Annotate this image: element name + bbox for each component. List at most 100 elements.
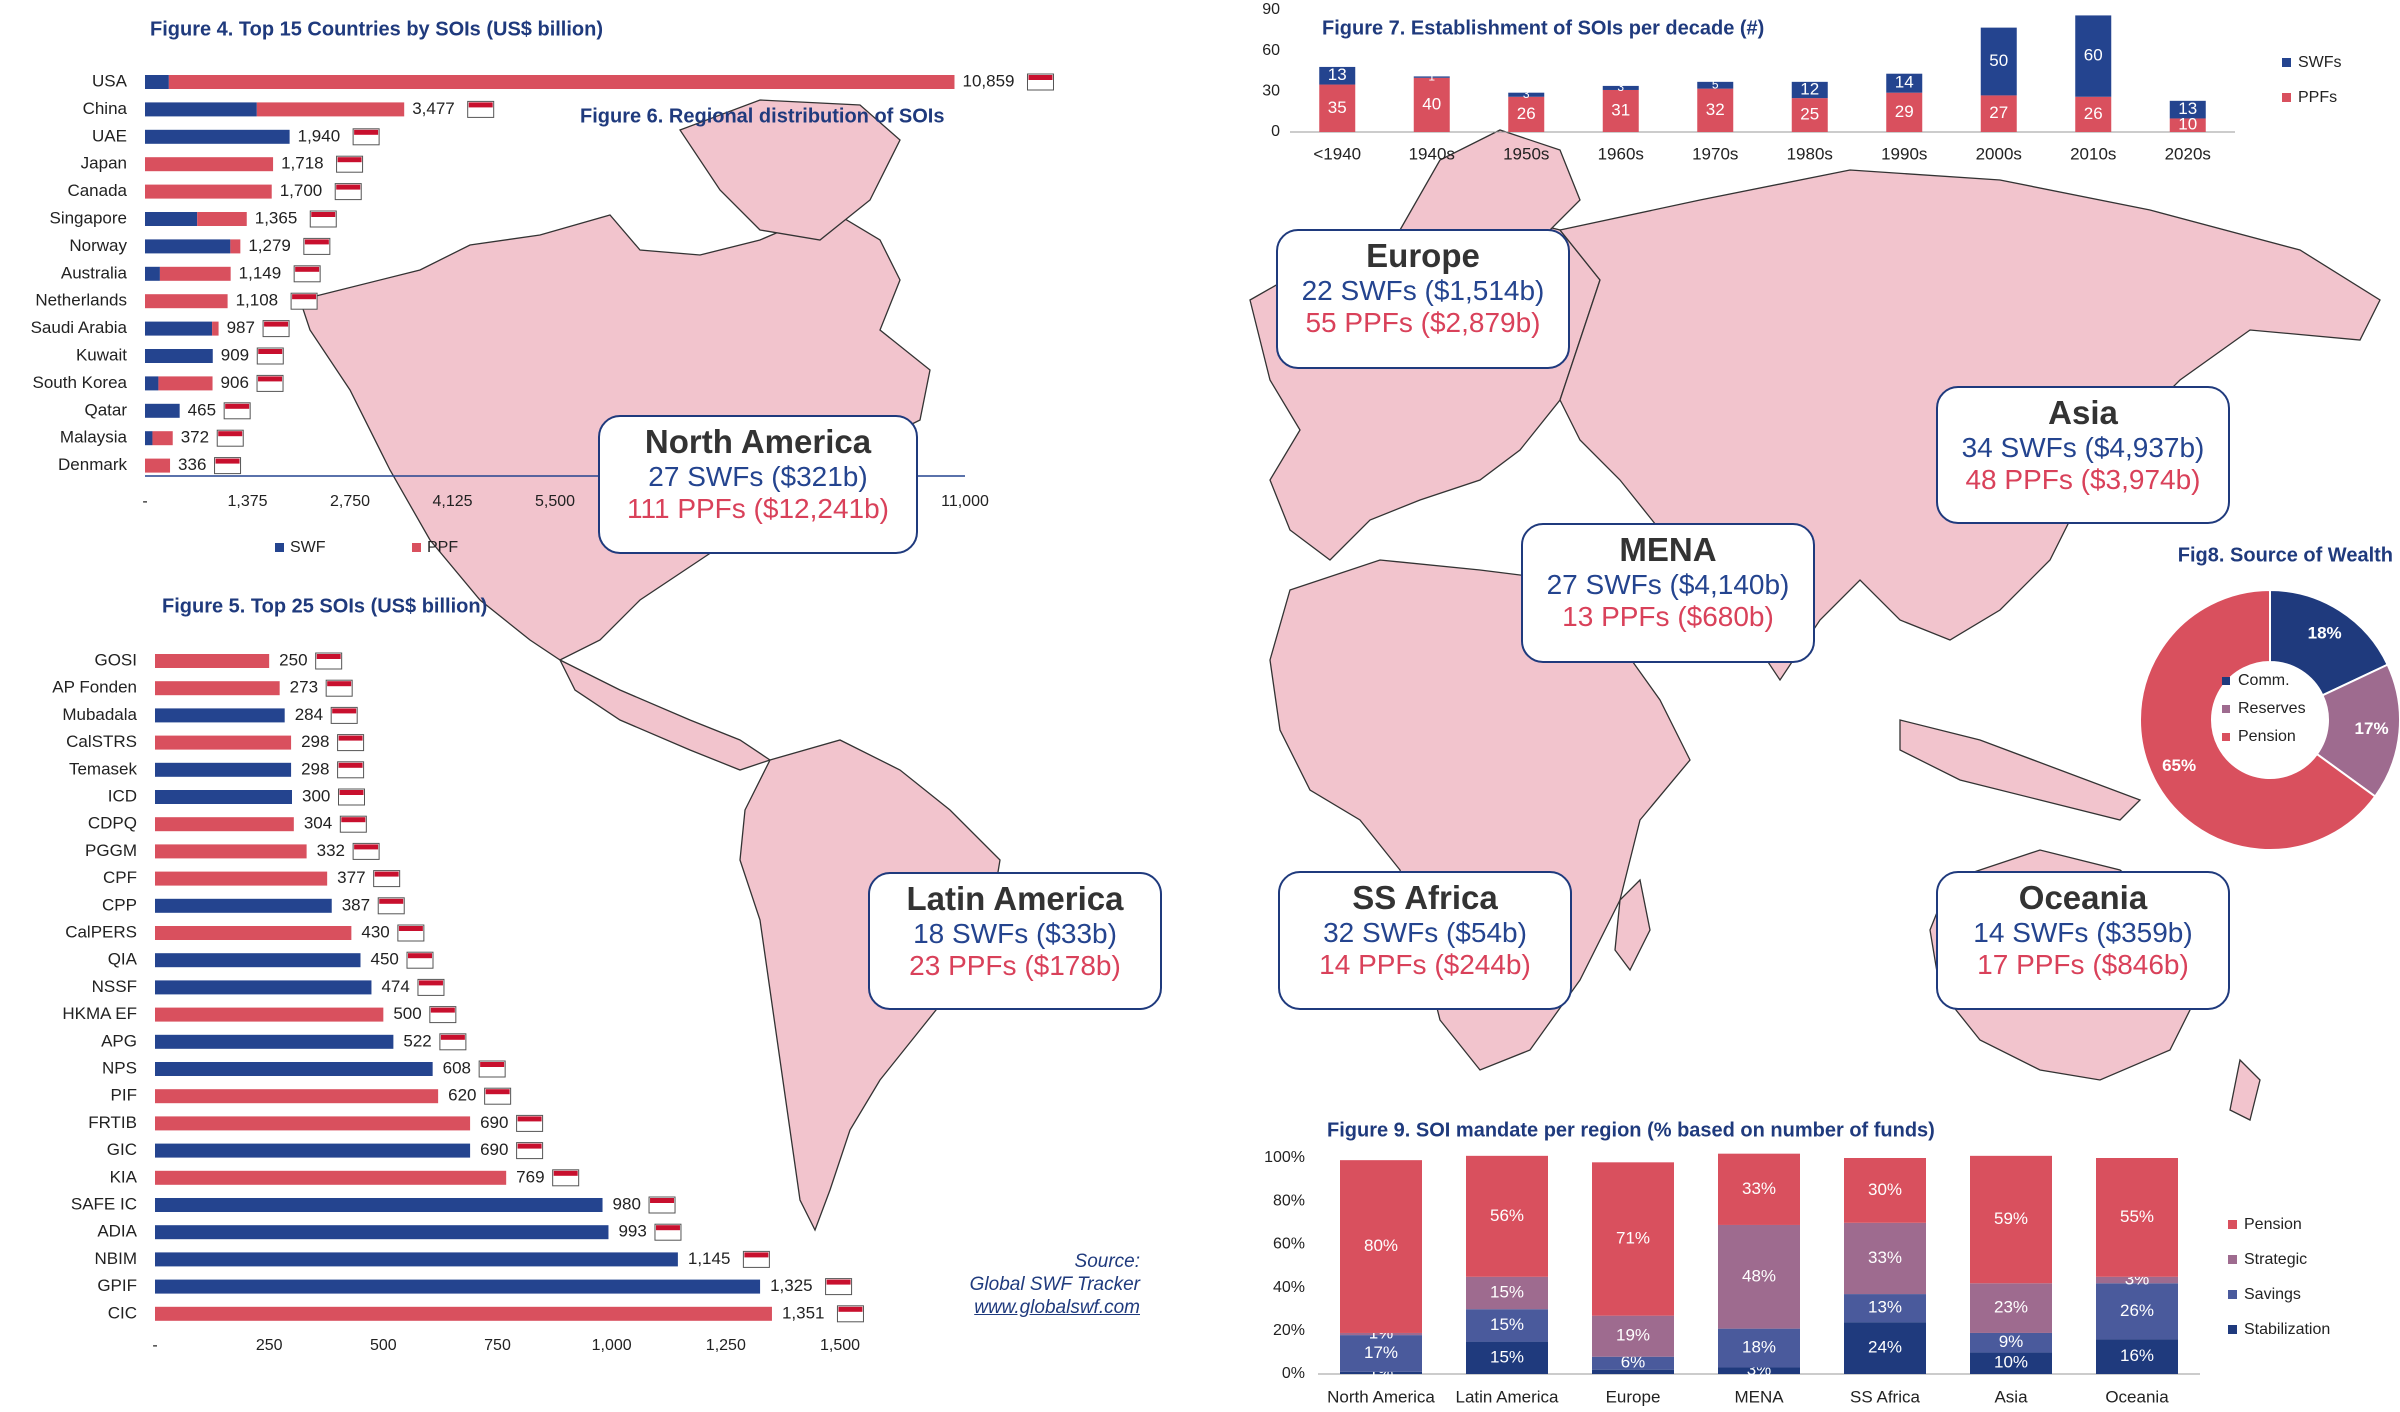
data-label: 14: [1895, 73, 1914, 92]
new-zealand-landmass: [2229, 1058, 2261, 1121]
bar-segment: [1718, 1328, 1800, 1368]
y-tick-label: 80%: [1273, 1192, 1305, 1209]
region-swfs: 22 SWFs ($1,514b): [1301, 275, 1545, 306]
bar: [145, 294, 228, 309]
x-tick-label: 1,500: [820, 1337, 860, 1354]
bar-ppf: [1697, 88, 1734, 132]
data-label: 23%: [1994, 1298, 2028, 1317]
data-label: 1,149: [239, 263, 282, 282]
region-swfs: 34 SWFs ($4,937b): [1961, 432, 2205, 463]
region-swfs: 27 SWFs ($4,140b): [1546, 569, 1790, 600]
flag-icon-stripe: [480, 1062, 505, 1067]
x-tick-label: Asia: [1994, 1387, 2028, 1406]
data-label: 19%: [1616, 1326, 1650, 1345]
flag-icon-stripe: [295, 266, 320, 272]
map-title: Figure 6. Regional distribution of SOIs: [580, 105, 944, 127]
data-label: 465: [188, 400, 216, 419]
flag-icon-stripe: [264, 321, 289, 327]
bar-segment: [1592, 1162, 1674, 1316]
bar: [155, 654, 270, 668]
flag-icon: [1026, 73, 1054, 91]
y-tick-label: Mubadala: [62, 705, 137, 724]
flag-icon: [397, 924, 425, 942]
y-tick-label: CalSTRS: [66, 732, 137, 751]
region-name: MENA: [1619, 531, 1717, 568]
y-tick-label: NBIM: [95, 1249, 138, 1268]
flag-icon: [339, 815, 367, 833]
y-tick-label: 90: [1262, 1, 1280, 18]
pie-slice: [2139, 588, 2377, 851]
indonesia-landmass: [1899, 719, 2142, 821]
flag-icon: [309, 210, 337, 228]
bar: [145, 102, 257, 117]
data-label: 26: [2084, 104, 2103, 123]
flag-icon: [256, 374, 284, 392]
data-label: 25: [1800, 105, 1819, 124]
bar: [145, 75, 169, 89]
flag-icon-stripe: [440, 1034, 465, 1040]
data-label: 993: [618, 1222, 646, 1241]
bar-segment: [2096, 1283, 2178, 1340]
data-label: 31: [1611, 100, 1630, 119]
bar-segment: [1718, 1224, 1800, 1329]
flag-icon: [552, 1169, 580, 1187]
legend-label: Pension: [2244, 1216, 2302, 1233]
bar: [155, 1007, 384, 1022]
data-label: 30%: [1868, 1180, 1902, 1199]
x-tick-label: 1,250: [706, 1337, 746, 1354]
bar: [155, 926, 352, 940]
data-label: 1,145: [688, 1249, 731, 1268]
bar: [145, 403, 180, 418]
flag-icon: [337, 734, 365, 752]
y-tick-label: CalPERS: [65, 922, 137, 941]
data-label: 250: [279, 650, 307, 669]
data-label: 474: [381, 977, 409, 996]
y-tick-label: CPP: [102, 895, 137, 914]
bar: [155, 898, 332, 913]
chart-title: Fig8. Source of Wealth: [2178, 544, 2393, 566]
y-tick-label: 40%: [1273, 1279, 1305, 1296]
data-label: 1,279: [248, 236, 291, 255]
x-tick-label: 1,375: [227, 493, 267, 510]
flag-icon-stripe: [354, 844, 379, 850]
flag-icon-stripe: [327, 681, 352, 687]
bar-segment: [1466, 1341, 1548, 1374]
flag-icon: [293, 265, 321, 283]
data-label: 769: [516, 1167, 544, 1186]
bar: [145, 239, 231, 254]
chart-title: Figure 4. Top 15 Countries by SOIs (US$ …: [150, 18, 603, 40]
data-label: 522: [403, 1031, 431, 1050]
callout-europe: Europe 22 SWFs ($1,514b) 55 PPFs ($2,879…: [1276, 229, 1570, 369]
x-tick-label: SS Africa: [1850, 1387, 1920, 1406]
flag-icon: [516, 1142, 544, 1160]
chart-title: Figure 9. SOI mandate per region (% base…: [1327, 1119, 1935, 1141]
data-label: 26: [1517, 104, 1536, 123]
legend-label: SWFs: [2298, 54, 2342, 71]
y-tick-label: Saudi Arabia: [31, 318, 128, 337]
y-tick-label: PGGM: [85, 841, 137, 860]
source-link[interactable]: www.globalswf.com: [974, 1297, 1140, 1318]
flag-icon: [223, 402, 251, 420]
flag-icon-stripe: [336, 184, 361, 190]
bar: [256, 102, 405, 117]
data-label: 450: [371, 950, 399, 969]
flag-icon-stripe: [225, 403, 250, 409]
data-label: 17%: [2355, 719, 2389, 738]
x-tick-label: 1970s: [1692, 144, 1738, 163]
legend-swatch: [2228, 1255, 2237, 1264]
y-tick-label: HKMA EF: [62, 1004, 137, 1023]
callout-asia: Asia 34 SWFs ($4,937b) 48 PPFs ($3,974b): [1936, 386, 2230, 524]
flag-icon: [256, 347, 284, 365]
bar-swf: [2169, 100, 2206, 119]
data-label: 35: [1328, 98, 1347, 117]
legend-label: PPF: [427, 539, 458, 556]
bar-segment: [1970, 1283, 2052, 1333]
y-tick-label: USA: [92, 71, 128, 90]
y-tick-label: Temasek: [69, 759, 138, 778]
legend-label: Comm.: [2238, 672, 2290, 689]
bar-swf: [1697, 81, 1734, 89]
bar: [145, 129, 290, 144]
y-tick-label: Norway: [69, 236, 127, 255]
y-tick-label: CDPQ: [88, 814, 137, 833]
x-tick-label: 2000s: [1976, 144, 2022, 163]
